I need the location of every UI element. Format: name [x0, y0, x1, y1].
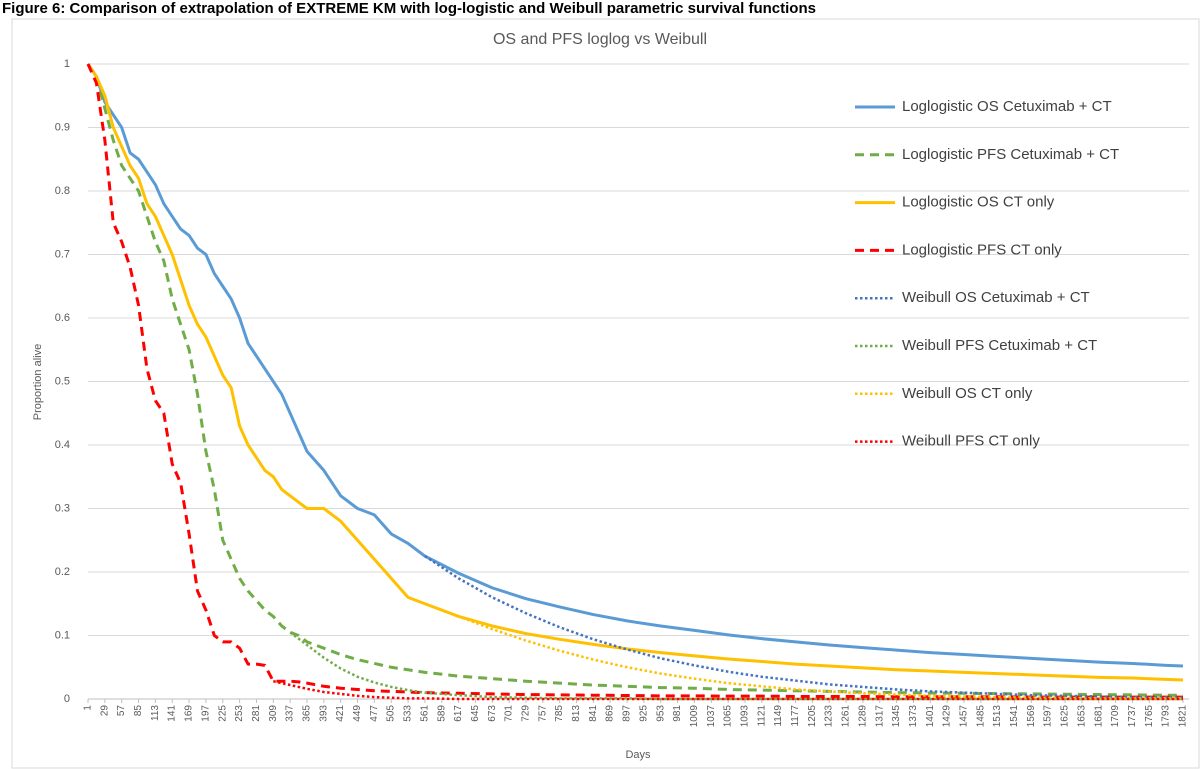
x-tick-label: 1513 — [992, 705, 1003, 728]
legend-label: Loglogistic OS Cetuximab + CT — [902, 98, 1112, 115]
series-line — [86, 63, 1184, 682]
x-tick-label: 449 — [352, 705, 363, 722]
x-tick-label: 505 — [386, 705, 397, 722]
x-tick-label: 281 — [251, 705, 262, 722]
legend-label: Loglogistic PFS Cetuximab + CT — [902, 146, 1119, 163]
x-tick-label: 225 — [217, 705, 228, 722]
x-tick-label: 897 — [622, 705, 633, 722]
series-line — [86, 63, 1183, 699]
y-axis-label: Proportion alive — [32, 344, 44, 420]
legend-label: Loglogistic OS CT only — [902, 194, 1055, 211]
x-tick-label: 365 — [301, 705, 312, 722]
x-tick-label: 1485 — [975, 705, 986, 728]
x-tick-label: 1401 — [925, 705, 936, 728]
x-tick-label: 1233 — [824, 705, 835, 728]
x-tick-label: 1149 — [773, 705, 784, 727]
x-tick-label: 1345 — [891, 705, 902, 728]
x-tick-label: 645 — [470, 705, 481, 722]
x-tick-label: 197 — [200, 705, 211, 722]
x-tick-label: 1037 — [706, 705, 717, 728]
x-tick-label: 813 — [571, 705, 582, 722]
x-tick-label: 1821 — [1177, 705, 1188, 728]
legend-label: Weibull OS Cetuximab + CT — [902, 289, 1090, 306]
legend-label: Loglogistic PFS CT only — [902, 241, 1062, 258]
y-tick-label: 0.4 — [55, 439, 70, 451]
y-tick-label: 0.9 — [55, 121, 70, 133]
x-tick-label: 617 — [453, 705, 464, 722]
x-tick-label: 869 — [605, 705, 616, 722]
x-tick-label: 1569 — [1026, 705, 1037, 728]
x-tick-label: 925 — [638, 705, 649, 722]
series-line — [273, 680, 1183, 701]
x-tick-label: 393 — [318, 705, 329, 722]
x-tick-label: 757 — [537, 705, 548, 722]
y-tick-label: 0.2 — [55, 566, 70, 578]
x-tick-label: 953 — [655, 705, 666, 722]
series-line — [424, 602, 1183, 700]
y-tick-label: 1 — [64, 58, 70, 70]
x-tick-label: 337 — [285, 705, 296, 722]
y-tick-label: 0.5 — [55, 375, 70, 387]
y-tick-label: 0 — [64, 693, 70, 705]
x-tick-label: 421 — [335, 705, 346, 722]
x-tick-label: 1177 — [790, 705, 801, 727]
x-tick-label: 1373 — [908, 705, 919, 728]
x-tick-label: 533 — [403, 705, 414, 722]
y-tick-label: 0.3 — [55, 502, 70, 514]
figure-caption: Figure 6: Comparison of extrapolation of… — [2, 0, 816, 17]
series-line — [86, 63, 1184, 668]
x-tick-label: 1625 — [1060, 705, 1071, 728]
x-tick-label: 477 — [369, 705, 380, 722]
x-tick-label: 673 — [487, 705, 498, 722]
y-tick-label: 0.8 — [55, 185, 70, 197]
x-tick-label: 701 — [504, 705, 515, 722]
x-axis-label: Days — [625, 749, 651, 761]
x-tick-label: 1653 — [1076, 705, 1087, 728]
x-tick-label: 589 — [436, 705, 447, 722]
x-tick-label: 1429 — [942, 705, 953, 728]
x-tick-label: 1289 — [857, 705, 868, 728]
x-tick-label: 57 — [116, 705, 127, 717]
x-tick-label: 1065 — [723, 705, 734, 728]
x-tick-label: 141 — [167, 705, 178, 722]
x-tick-label: 309 — [268, 705, 279, 722]
series-line — [289, 631, 1183, 701]
x-tick-label: 1205 — [807, 705, 818, 728]
x-tick-label: 841 — [588, 705, 599, 722]
y-tick-label: 0.1 — [55, 629, 70, 641]
x-tick-label: 729 — [520, 705, 531, 722]
x-tick-label: 1121 — [756, 705, 767, 727]
chart-title: OS and PFS loglog vs Weibull — [493, 31, 707, 48]
x-tick-label: 1 — [83, 705, 94, 711]
x-tick-label: 1541 — [1009, 705, 1020, 728]
x-tick-label: 1737 — [1127, 705, 1138, 728]
x-tick-label: 85 — [133, 705, 144, 717]
series-line — [86, 63, 1183, 697]
legend-label: Weibull PFS Cetuximab + CT — [902, 337, 1097, 354]
x-tick-label: 169 — [184, 705, 195, 722]
x-tick-label: 113 — [150, 705, 161, 721]
y-tick-label: 0.6 — [55, 312, 70, 324]
legend-label: Weibull PFS CT only — [902, 433, 1040, 450]
x-tick-label: 1597 — [1043, 705, 1054, 728]
x-tick-label: 1793 — [1161, 705, 1172, 728]
y-tick-label: 0.7 — [55, 248, 70, 260]
legend-label: Weibull OS CT only — [902, 385, 1033, 402]
x-tick-label: 29 — [99, 705, 110, 717]
x-tick-label: 1093 — [739, 705, 750, 728]
x-tick-label: 1261 — [841, 705, 852, 728]
x-tick-label: 561 — [419, 705, 430, 722]
x-tick-label: 1709 — [1110, 705, 1121, 728]
x-tick-label: 981 — [672, 705, 683, 722]
x-tick-label: 1009 — [689, 705, 700, 728]
x-tick-label: 253 — [234, 705, 245, 722]
x-tick-label: 1457 — [958, 705, 969, 728]
x-tick-label: 1317 — [874, 705, 885, 728]
x-tick-label: 1681 — [1093, 705, 1104, 728]
x-tick-label: 1765 — [1144, 705, 1155, 728]
x-tick-label: 785 — [554, 705, 565, 722]
series-line — [424, 555, 1184, 699]
